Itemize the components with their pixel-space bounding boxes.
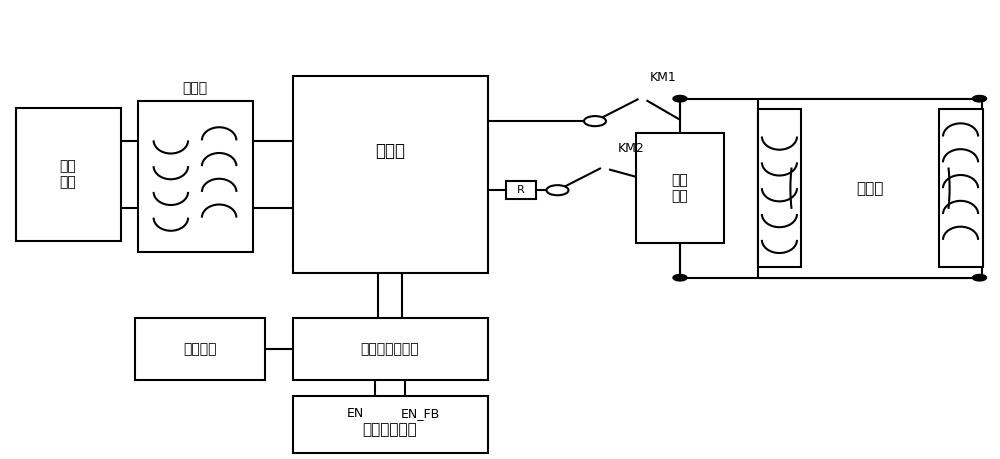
FancyBboxPatch shape	[292, 318, 488, 380]
Circle shape	[547, 185, 569, 195]
FancyBboxPatch shape	[138, 101, 252, 252]
FancyBboxPatch shape	[292, 396, 488, 453]
Text: EN: EN	[346, 407, 364, 420]
FancyBboxPatch shape	[758, 109, 801, 267]
Text: EN_FB: EN_FB	[400, 407, 440, 420]
Text: 变压器: 变压器	[182, 82, 208, 95]
Text: 变换器: 变换器	[375, 142, 405, 161]
Circle shape	[584, 116, 606, 126]
Text: 控制与驱动电路: 控制与驱动电路	[361, 342, 419, 356]
Text: KM1: KM1	[650, 71, 677, 84]
Text: 制动器: 制动器	[856, 181, 884, 196]
FancyBboxPatch shape	[506, 181, 536, 199]
Text: 电梯主控系统: 电梯主控系统	[363, 423, 417, 437]
Text: 交流
电源: 交流 电源	[60, 159, 76, 190]
Circle shape	[673, 95, 687, 102]
FancyBboxPatch shape	[16, 108, 120, 241]
Circle shape	[972, 274, 986, 281]
Circle shape	[673, 274, 687, 281]
Text: KM2: KM2	[618, 142, 644, 156]
Text: 续流
回路: 续流 回路	[672, 173, 688, 203]
FancyBboxPatch shape	[135, 318, 265, 380]
Circle shape	[972, 95, 986, 102]
FancyBboxPatch shape	[292, 76, 488, 273]
Text: R: R	[517, 185, 524, 195]
Text: 辅助电源: 辅助电源	[183, 342, 217, 356]
FancyBboxPatch shape	[758, 99, 982, 278]
FancyBboxPatch shape	[636, 133, 724, 243]
FancyBboxPatch shape	[939, 109, 982, 267]
